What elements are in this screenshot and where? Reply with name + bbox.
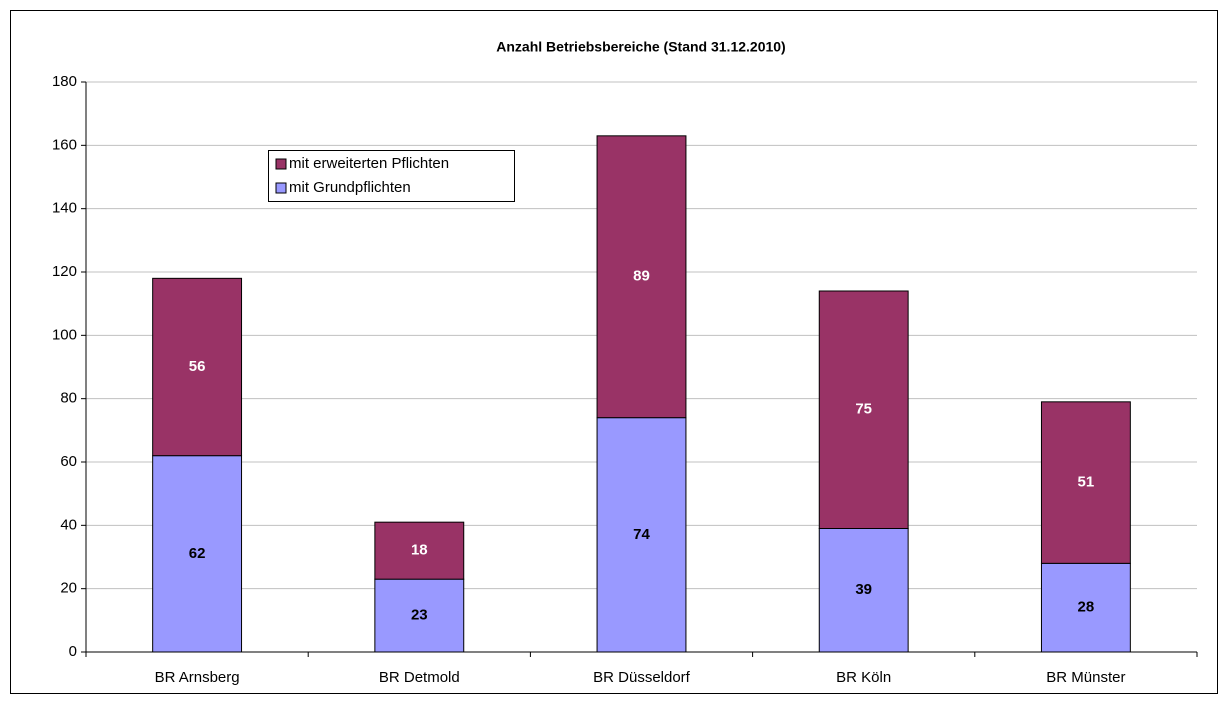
bar-segment: [1040, 562, 1131, 653]
bar-segment: [596, 135, 687, 419]
y-tick-label: 180: [52, 73, 77, 90]
x-tick-label: BR Arnsberg: [155, 669, 240, 686]
x-tick-label: BR Detmold: [379, 669, 460, 686]
y-tick-label: 100: [52, 326, 77, 343]
x-tick-label: BR Düsseldorf: [593, 669, 691, 686]
bar-segment: [818, 528, 909, 653]
y-tick-label: 140: [52, 200, 77, 217]
data-label: 74: [633, 526, 650, 543]
y-tick-label: 0: [69, 643, 77, 660]
x-tick-label: BR Münster: [1046, 669, 1125, 686]
y-tick-label: 80: [60, 390, 77, 407]
data-label: 89: [633, 268, 650, 285]
y-tick-label: 120: [52, 263, 77, 280]
bar-segment: [152, 455, 243, 653]
y-tick-label: 20: [60, 580, 77, 597]
legend-label: mit Grundpflichten: [289, 179, 411, 196]
bar-segment: [818, 290, 909, 529]
data-label: 23: [411, 607, 428, 624]
bar-segment: [374, 578, 465, 653]
data-label: 75: [855, 401, 872, 418]
y-tick-label: 60: [60, 453, 77, 470]
data-label: 51: [1078, 474, 1095, 491]
legend-swatch: [275, 158, 287, 170]
legend-box: [268, 150, 515, 202]
y-tick-label: 40: [60, 516, 77, 533]
bar-segment: [596, 417, 687, 653]
bar-segment: [374, 521, 465, 580]
y-tick-label: 160: [52, 136, 77, 153]
legend-swatch: [275, 182, 287, 194]
data-label: 62: [189, 545, 206, 562]
bar-segment: [152, 277, 243, 457]
data-label: 39: [855, 581, 872, 598]
x-tick-label: BR Köln: [836, 669, 891, 686]
bar-segment: [1040, 401, 1131, 564]
data-label: 56: [189, 358, 206, 375]
legend-label: mit erweiterten Pflichten: [289, 155, 449, 172]
data-label: 18: [411, 542, 428, 559]
data-label: 28: [1078, 599, 1095, 616]
chart-title: Anzahl Betriebsbereiche (Stand 31.12.201…: [496, 39, 785, 55]
